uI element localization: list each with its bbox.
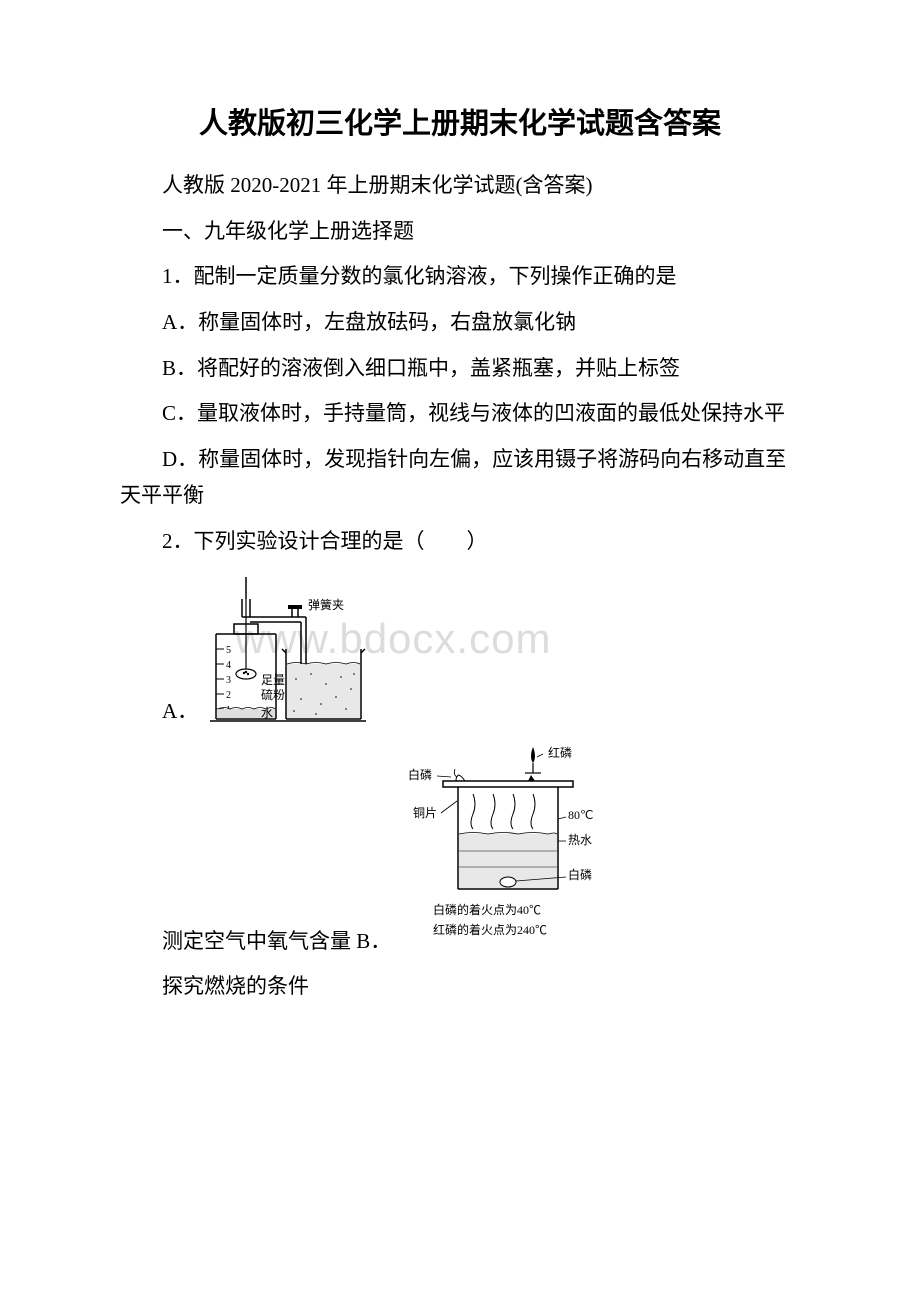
scale-2: 2 <box>226 690 231 701</box>
scale-3: 3 <box>226 675 231 686</box>
caption-2: 红磷的着火点为240℃ <box>433 922 547 937</box>
q1-option-d: D．称量固体时，发现指针向左偏，应该用镊子将游码向右移动直至天平平衡 <box>120 442 800 513</box>
q2-text-b-caption: 探究燃烧的条件 <box>120 969 800 1005</box>
q1-option-b: B．将配好的溶液倒入细口瓶中，盖紧瓶塞，并贴上标签 <box>120 351 800 387</box>
diagram-a-apparatus: 弹簧夹 5 4 3 2 1 <box>206 569 406 729</box>
caption-1: 白磷的着火点为40℃ <box>433 902 541 917</box>
document-title: 人教版初三化学上册期末化学试题含答案 <box>120 100 800 142</box>
temp-label: 80℃ <box>568 808 593 822</box>
sulfur-label-1: 足量 <box>261 673 285 687</box>
q2-stem: 2．下列实验设计合理的是（ ） <box>120 524 800 560</box>
scale-4: 4 <box>226 660 231 671</box>
copper-label: 铜片 <box>413 805 437 820</box>
clip-label: 弹簧夹 <box>308 597 344 612</box>
q1-option-c: C．量取液体时，手持量筒，视线与液体的凹液面的最低处保持水平 <box>120 396 800 432</box>
red-p-label: 红磷 <box>548 745 572 760</box>
q2-b-row: 测定空气中氧气含量 B． 红磷 白磷 <box>120 739 800 959</box>
q1-option-a: A．称量固体时，左盘放砝码，右盘放氯化钠 <box>120 305 800 341</box>
q2-option-a-row: A． 弹簧夹 <box>120 569 800 729</box>
q2-text-a-caption: 测定空气中氧气含量 B． <box>120 924 391 960</box>
hotwater-label: 热水 <box>568 833 592 847</box>
document-content: 人教版初三化学上册期末化学试题含答案 人教版 2020-2021 年上册期末化学… <box>120 100 800 1005</box>
water-label: 水 <box>261 706 273 720</box>
diagram-b-combustion: 红磷 白磷 <box>403 739 633 959</box>
document-subtitle: 人教版 2020-2021 年上册期末化学试题(含答案) <box>120 168 800 204</box>
white-p-bottom-label: 白磷 <box>568 867 592 882</box>
section-heading: 一、九年级化学上册选择题 <box>120 214 800 250</box>
q2-option-a-label: A． <box>120 694 198 730</box>
sulfur-label-2: 硫粉 <box>261 687 285 702</box>
white-p-label: 白磷 <box>408 767 432 782</box>
q1-stem: 1．配制一定质量分数的氯化钠溶液，下列操作正确的是 <box>120 259 800 295</box>
scale-5: 5 <box>226 645 231 656</box>
